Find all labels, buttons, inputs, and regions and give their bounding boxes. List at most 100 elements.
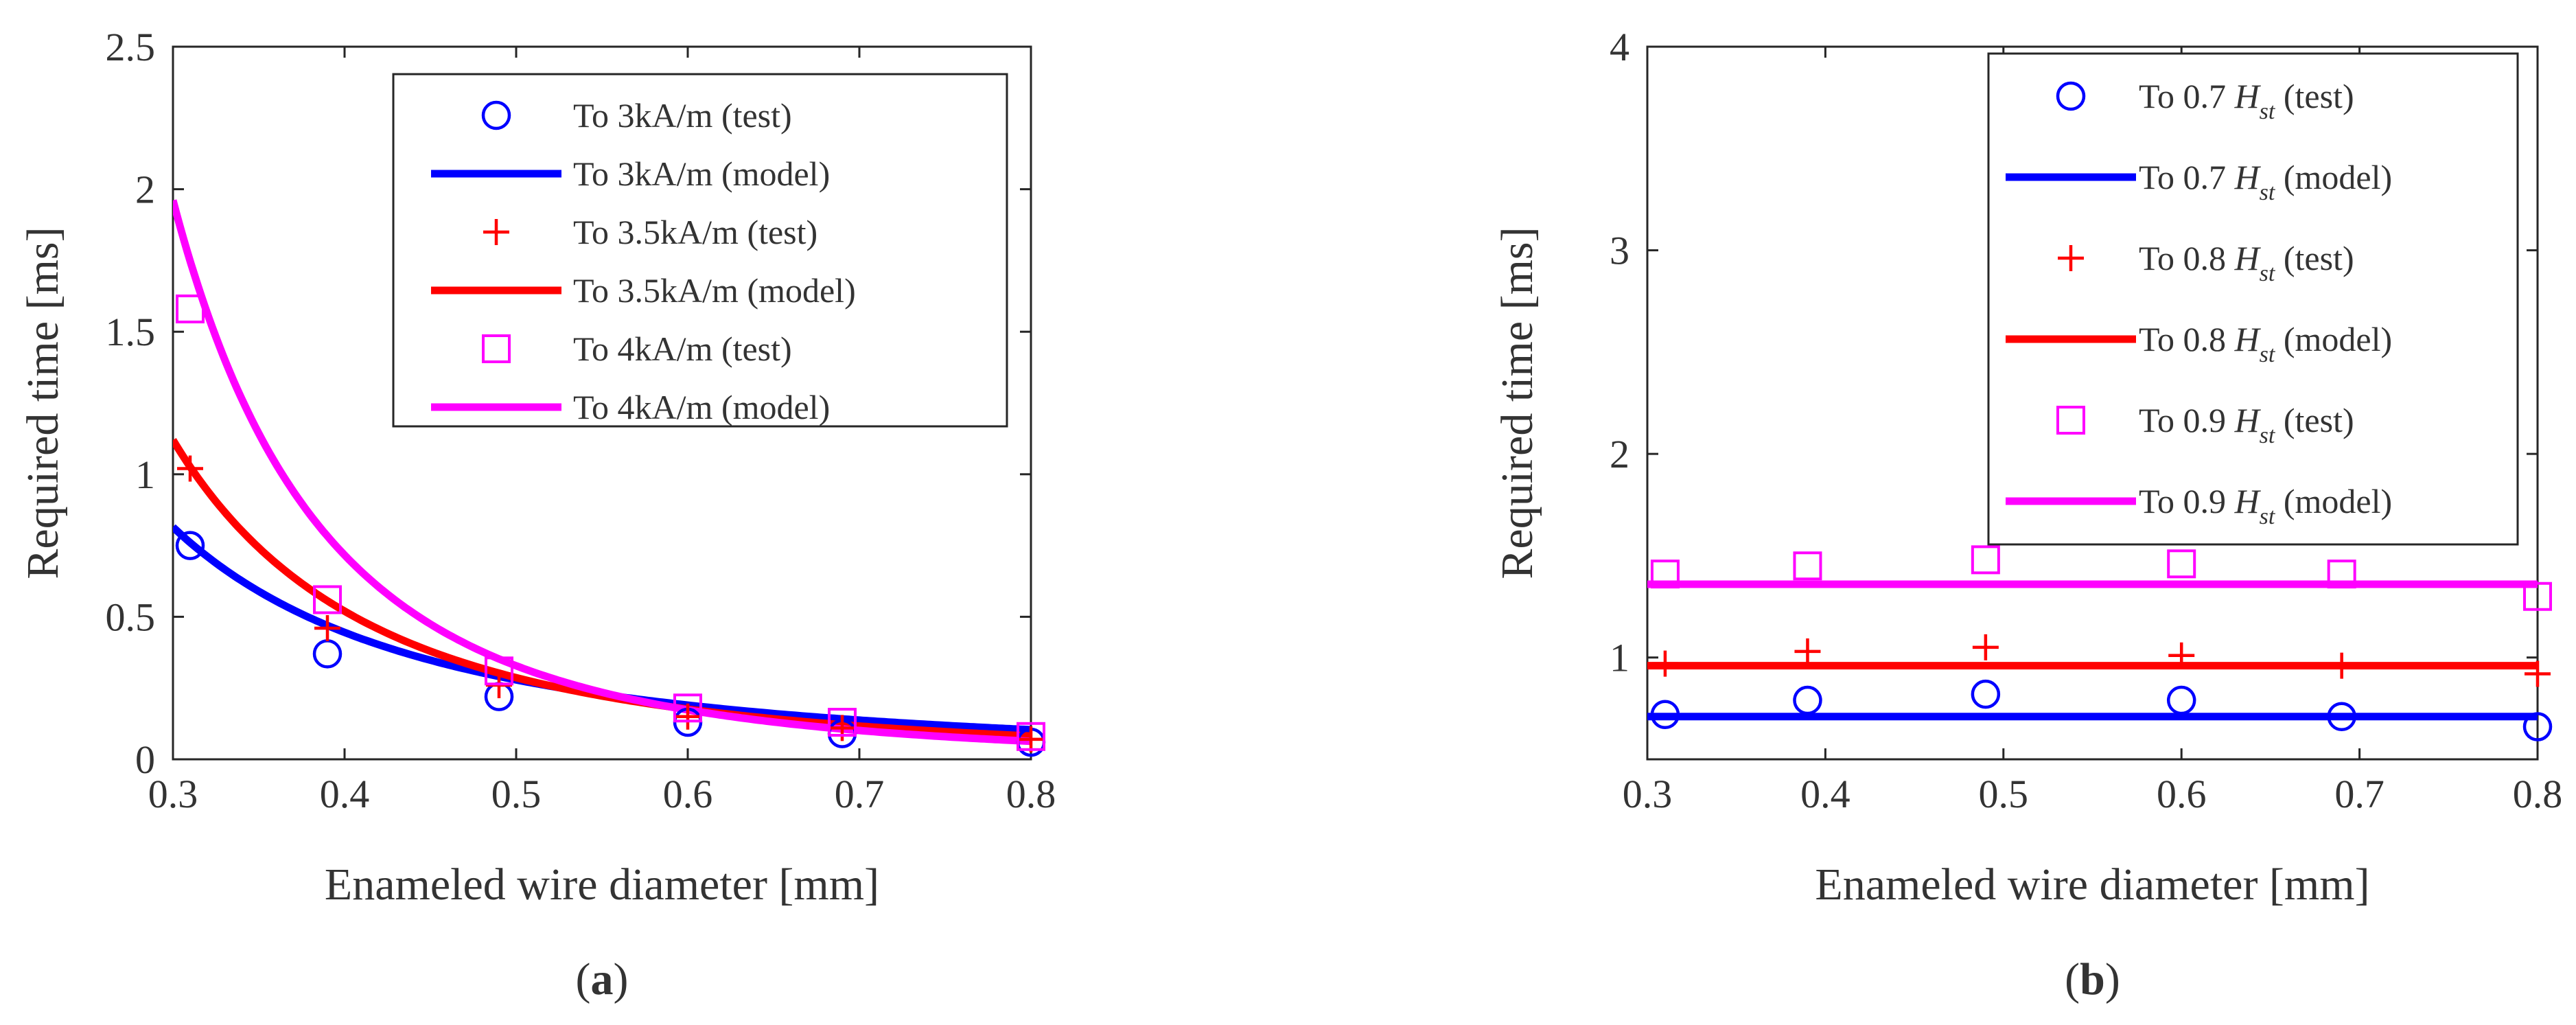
plot-frame bbox=[1646, 45, 2539, 761]
legend-label-suffix: (test) bbox=[2275, 77, 2354, 115]
y-tick-label: 1.5 bbox=[106, 310, 156, 354]
test-data-point bbox=[1793, 551, 1822, 581]
panel-a-chart: 0.3 0.4 0.5 0.6 0.7 0.8 0 0.5 1 1.5 2 2.5 Enameled w… bbox=[18, 25, 1056, 1004]
y-tick-label: 0.5 bbox=[106, 595, 156, 639]
legend-label-suffix: (model) bbox=[2275, 482, 2392, 520]
legend-label-prefix: To 0.8 bbox=[2139, 239, 2235, 277]
test-data-point bbox=[2167, 549, 2196, 579]
y-axis-label: Required time [ms] bbox=[1492, 227, 1542, 579]
legend-marker bbox=[482, 334, 511, 363]
legend-label: To 0.8 Hst (model) bbox=[2139, 320, 2392, 367]
legend-label-prefix: To 0.9 bbox=[2139, 401, 2235, 439]
x-tick-label: 0.5 bbox=[1979, 772, 2029, 816]
y-tick-label: 3 bbox=[1610, 229, 1629, 273]
test-data-point bbox=[1018, 726, 1044, 752]
test-data-point bbox=[828, 708, 857, 737]
legend-label: To 3kA/m (test) bbox=[573, 96, 792, 135]
y-tick-label: 0 bbox=[135, 737, 155, 782]
legend-label-suffix: (model) bbox=[2275, 158, 2392, 196]
legend-label-var: H bbox=[2234, 320, 2262, 358]
legend-marker bbox=[2056, 406, 2085, 435]
plot-area bbox=[173, 199, 1031, 746]
legend-label: To 0.9 Hst (test) bbox=[2139, 401, 2354, 448]
legend-label: To 0.7 Hst (test) bbox=[2139, 77, 2354, 124]
test-data-point bbox=[1651, 650, 1678, 677]
panel-b-chart: 0.3 0.4 0.5 0.6 0.7 0.8 1 2 3 4 Enameled wire diam… bbox=[1492, 25, 2562, 1004]
legend-label-prefix: To 0.9 bbox=[2139, 482, 2235, 520]
legend-box bbox=[1987, 52, 2519, 546]
test-data-point bbox=[673, 693, 702, 723]
test-data-point bbox=[177, 455, 203, 482]
test-data-point bbox=[1793, 685, 1822, 715]
legend-marker bbox=[2058, 245, 2084, 271]
legend-label: To 0.8 Hst (test) bbox=[2139, 239, 2354, 286]
legend-label-prefix: To 0.7 bbox=[2139, 77, 2235, 115]
panel-label-letter: b bbox=[2080, 954, 2105, 1004]
x-tick-label: 0.3 bbox=[1623, 772, 1673, 816]
y-axis-label: Required time [ms] bbox=[18, 227, 68, 579]
legend-label-suffix: (test) bbox=[2275, 239, 2354, 277]
y-tick-label: 1 bbox=[135, 452, 155, 497]
test-data-point bbox=[2327, 560, 2356, 589]
legend-marker bbox=[2056, 81, 2086, 111]
x-tick-label: 0.4 bbox=[1800, 772, 1850, 816]
legend-label-sub: st bbox=[2260, 423, 2276, 448]
panel-label-letter: a bbox=[591, 954, 614, 1004]
plot-area bbox=[1647, 580, 2538, 721]
test-data-point bbox=[1650, 700, 1680, 730]
legend-label: To 0.9 Hst (model) bbox=[2139, 482, 2392, 529]
legend-label: To 0.7 Hst (model) bbox=[2139, 158, 2392, 205]
x-tick-label: 0.8 bbox=[1006, 772, 1056, 816]
panel-label-open: ( bbox=[2065, 954, 2080, 1004]
legend-marker bbox=[483, 219, 509, 245]
test-data-point bbox=[1017, 722, 1045, 751]
legend-label-var: H bbox=[2234, 158, 2262, 196]
y-tick-label: 4 bbox=[1610, 25, 1629, 69]
legend-marker bbox=[481, 100, 511, 130]
test-data-point bbox=[2522, 712, 2553, 741]
test-data-point bbox=[175, 531, 205, 560]
test-data-point bbox=[1650, 560, 1680, 589]
x-tick-label: 0.5 bbox=[491, 772, 542, 816]
legend-label-var: H bbox=[2234, 77, 2262, 115]
test-data-point bbox=[176, 294, 205, 323]
legend-label-suffix: (model) bbox=[2275, 320, 2392, 358]
test-data-point bbox=[1972, 634, 1999, 660]
legend-label: To 4kA/m (test) bbox=[573, 330, 792, 368]
legend-label-sub: st bbox=[2260, 342, 2276, 367]
test-data-point bbox=[2523, 581, 2552, 611]
x-axis-label: Enameled wire diameter [mm] bbox=[325, 860, 879, 910]
test-data-point bbox=[2166, 685, 2196, 715]
test-data-point bbox=[1971, 545, 2000, 575]
panel-label-close: ) bbox=[2105, 954, 2120, 1004]
legend-box bbox=[392, 73, 1008, 428]
legend-label-var: H bbox=[2234, 482, 2262, 520]
legend-label-sub: st bbox=[2260, 261, 2276, 286]
test-data-point bbox=[2327, 702, 2356, 731]
panel-label: (a) bbox=[576, 954, 629, 1004]
legend-label-sub: st bbox=[2260, 99, 2276, 124]
test-data-point bbox=[1971, 679, 2001, 709]
x-tick-label: 0.4 bbox=[320, 772, 370, 816]
test-data-point bbox=[2328, 652, 2355, 679]
legend-label: To 3kA/m (model) bbox=[573, 154, 830, 193]
legend-label: To 4kA/m (model) bbox=[573, 388, 830, 426]
test-data-point bbox=[485, 656, 513, 686]
test-data-point bbox=[312, 639, 343, 669]
panel-label-close: ) bbox=[614, 954, 629, 1004]
test-data-point bbox=[313, 585, 342, 614]
legend-label-sub: st bbox=[2260, 180, 2276, 205]
legend-label-prefix: To 0.7 bbox=[2139, 158, 2235, 196]
panel-label: (b) bbox=[2065, 954, 2120, 1004]
model-curve bbox=[173, 199, 1031, 746]
legend-label: To 3.5kA/m (model) bbox=[573, 271, 856, 310]
legend-label-var: H bbox=[2234, 239, 2262, 277]
legend-label-suffix: (test) bbox=[2275, 401, 2354, 439]
legend-label: To 3.5kA/m (test) bbox=[573, 213, 817, 251]
panel-label-open: ( bbox=[576, 954, 591, 1004]
y-tick-label: 2 bbox=[1610, 432, 1629, 476]
x-tick-label: 0.3 bbox=[148, 772, 198, 816]
test-data-point bbox=[2525, 660, 2551, 687]
legend-label-prefix: To 0.8 bbox=[2139, 320, 2235, 358]
